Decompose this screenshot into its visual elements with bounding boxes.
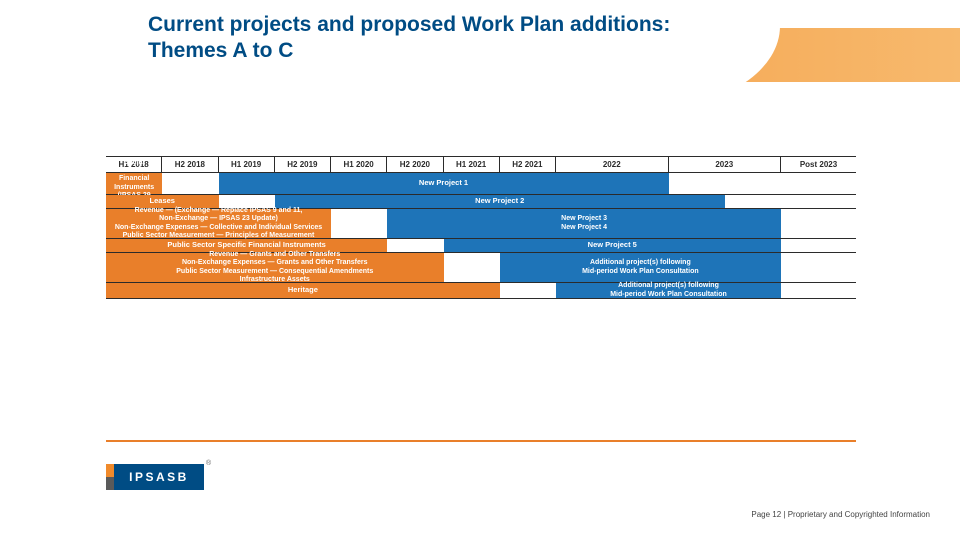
gantt-row: Social BenefitsFinancial Instruments(IPS… [106, 173, 856, 195]
gantt-bar-label: Leases [150, 197, 175, 206]
gantt-bar-label: Heritage [288, 286, 318, 295]
gantt-bar-label: New Project 5 [588, 241, 637, 250]
gantt-bar-label: Additional project(s) followingMid-perio… [610, 282, 727, 298]
gantt-bar-current: Revenue — Grants and Other TransfersNon-… [106, 253, 444, 282]
gantt-row: Revenue — Grants and Other TransfersNon-… [106, 253, 856, 283]
gantt-bar-proposed: Additional project(s) followingMid-perio… [556, 283, 781, 298]
gantt-bar-current: Social BenefitsFinancial Instruments(IPS… [106, 173, 162, 194]
time-header-cell: H1 2019 [219, 157, 275, 172]
gantt-bar-proposed: New Project 2 [275, 195, 725, 208]
gantt-bar-label: Additional project(s) followingMid-perio… [582, 259, 699, 275]
gantt-bar-proposed: New Project 3New Project 4 [387, 209, 781, 238]
time-header-cell: 2022 [556, 157, 669, 172]
logo-text: IPSASB [114, 464, 204, 490]
time-header-cell: H2 2018 [162, 157, 218, 172]
time-header-cell: H1 2021 [444, 157, 500, 172]
page-footer-text: Page 12 | Proprietary and Copyrighted In… [751, 510, 930, 519]
gantt-bar-current: Leases [106, 195, 219, 208]
logo-registered-mark: ® [206, 460, 211, 467]
gantt-bar-label: Public Sector Specific Financial Instrum… [167, 241, 325, 250]
gantt-bar-label: Revenue — Grants and Other TransfersNon-… [176, 251, 373, 283]
gantt-bar-current: Revenue — (Exchange — Replace IPSAS 9 an… [106, 209, 331, 238]
time-header-cell: H1 2020 [331, 157, 387, 172]
gantt-row: Heritage Additional project(s) followingM… [106, 283, 856, 299]
gantt-bar-label: New Project 1 [419, 179, 468, 188]
gantt-bar-current: Heritage [106, 283, 500, 298]
gantt-bar-label: Revenue — (Exchange — Replace IPSAS 9 an… [115, 207, 322, 239]
gantt-row: Revenue — (Exchange — Replace IPSAS 9 an… [106, 209, 856, 239]
page-title: Current projects and proposed Work Plan … [148, 12, 670, 65]
gantt-bar-label: New Project 3New Project 4 [561, 215, 607, 231]
time-header-cell: H2 2021 [500, 157, 556, 172]
time-header-cell: 2023 [669, 157, 782, 172]
gantt-bar-current: Public Sector Specific Financial Instrum… [106, 239, 387, 252]
time-header-cell: H2 2020 [387, 157, 443, 172]
gantt-bar-proposed: Additional project(s) followingMid-perio… [500, 253, 781, 282]
logo: IPSASB [106, 464, 204, 490]
gantt-time-header: H1 2018H2 2018H1 2019H2 2019H1 2020H2 20… [106, 156, 856, 173]
gantt-bar-label: New Project 2 [475, 197, 524, 206]
title-line-1: Current projects and proposed Work Plan … [148, 13, 670, 36]
title-line-2: Themes A to C [148, 39, 293, 62]
logo-accent [106, 464, 114, 490]
slide-header: Current projects and proposed Work Plan … [0, 0, 960, 92]
gantt-chart: H1 2018H2 2018H1 2019H2 2019H1 2020H2 20… [106, 156, 856, 299]
footer-rule [106, 440, 856, 442]
gantt-bar-proposed: New Project 1 [219, 173, 669, 194]
gantt-bar-proposed: New Project 5 [444, 239, 782, 252]
time-header-cell-trailing: Post 2023 [781, 157, 856, 172]
gantt-rows: Social BenefitsFinancial Instruments(IPS… [106, 173, 856, 299]
time-header-cell: H2 2019 [275, 157, 331, 172]
